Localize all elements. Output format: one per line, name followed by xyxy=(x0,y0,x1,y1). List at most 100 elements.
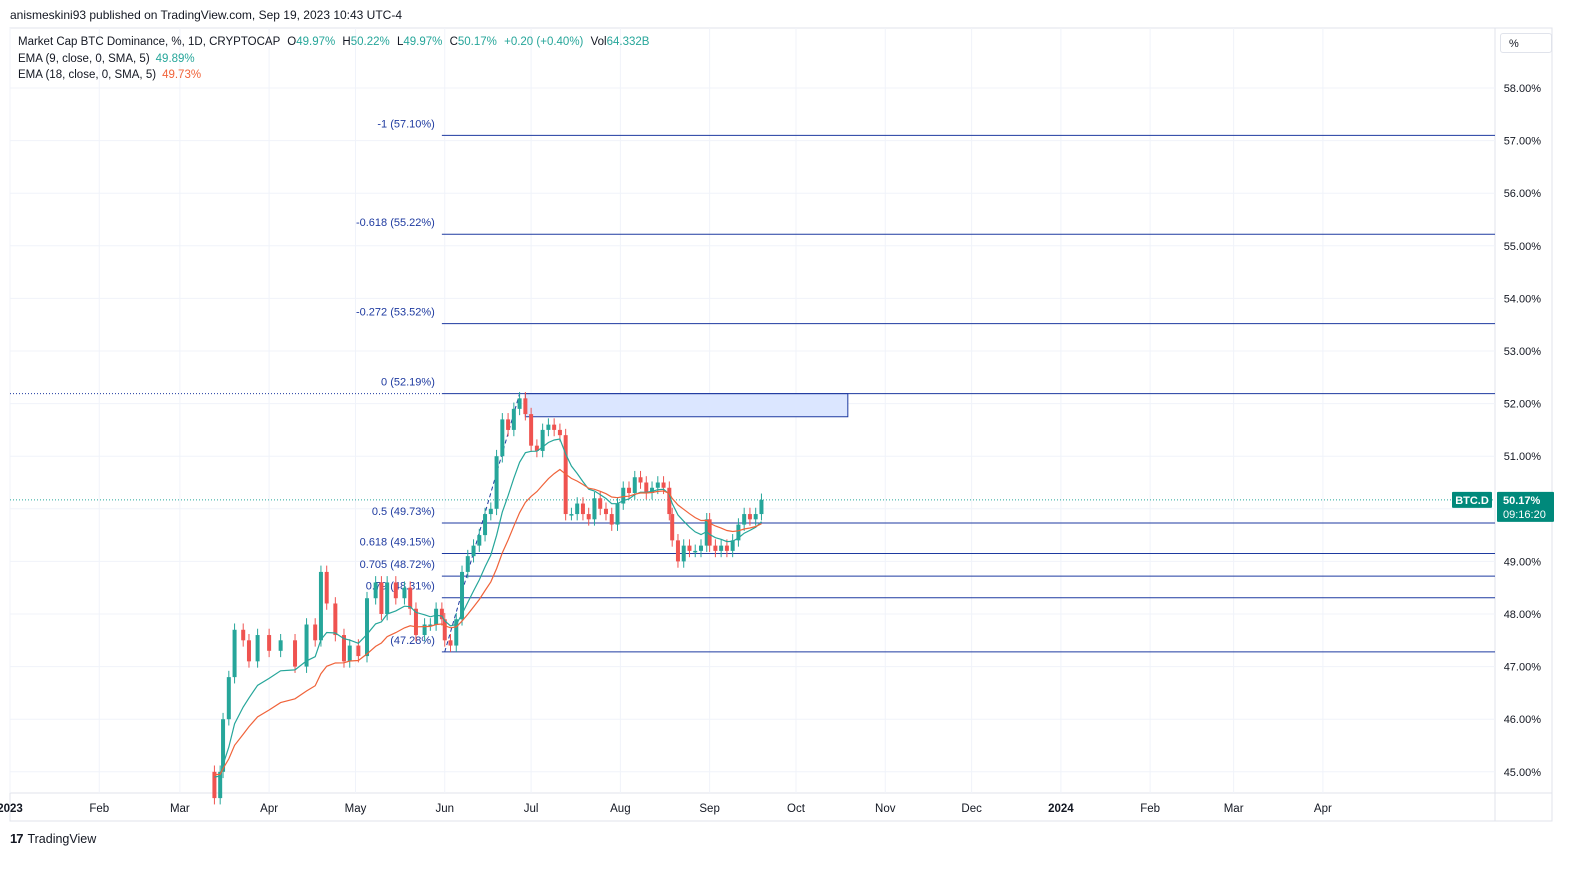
x-tick-label: Dec xyxy=(961,803,982,815)
x-tick-label: May xyxy=(345,803,367,815)
candle-down xyxy=(506,419,511,430)
candle-down xyxy=(687,545,692,551)
published-line: anismeskini93 published on TradingView.c… xyxy=(10,8,403,22)
candle-up xyxy=(347,645,352,662)
candle-down xyxy=(534,445,539,451)
x-tick-label: 2024 xyxy=(1048,803,1074,815)
chart-grid xyxy=(9,27,1553,822)
candle-down xyxy=(408,587,413,609)
candle-up xyxy=(471,545,476,557)
candle-down xyxy=(724,545,729,551)
percent-scale-button[interactable]: % xyxy=(1500,33,1552,53)
candle-up xyxy=(402,587,407,599)
x-tick-label: Mar xyxy=(170,803,190,815)
y-tick-label: 47.00% xyxy=(1504,662,1542,674)
candle-up xyxy=(621,487,626,504)
y-tick-label: 45.00% xyxy=(1504,767,1542,779)
candle-down xyxy=(707,519,712,546)
price-tag[interactable]: BTC.D 50.17% 09:16:20 xyxy=(1452,491,1554,522)
candle-down xyxy=(557,429,562,436)
candle-down xyxy=(333,603,338,636)
candle-up xyxy=(759,499,764,515)
y-tick-label: 58.00% xyxy=(1504,83,1542,95)
candle-up xyxy=(304,624,309,667)
candle-up xyxy=(511,408,516,430)
legend-ema18-row[interactable]: EMA (18, close, 0, SMA, 5) 49.73% xyxy=(18,67,649,84)
candle-down xyxy=(529,414,534,446)
candle-down xyxy=(627,487,632,494)
x-tick-label: 2023 xyxy=(0,803,23,815)
last-price-value: 50.17% xyxy=(1503,495,1541,507)
fib-level-label: 0 (52.19%) xyxy=(381,377,435,389)
y-tick-label: 46.00% xyxy=(1504,714,1542,726)
candle-up xyxy=(546,424,551,430)
candle-down xyxy=(356,645,361,657)
candle-up xyxy=(278,640,283,651)
y-tick-label: 54.00% xyxy=(1504,293,1542,305)
candle-down xyxy=(379,582,384,614)
symbol-tag-bg xyxy=(1452,491,1492,508)
candle-down xyxy=(598,498,603,509)
candle-up xyxy=(730,540,735,551)
vol-label: Vol xyxy=(590,36,607,48)
candle-down xyxy=(324,571,329,604)
candle-down xyxy=(313,624,318,641)
candle-up xyxy=(365,598,370,657)
candle-down xyxy=(341,635,346,662)
x-tick-label: Nov xyxy=(875,803,896,815)
ema-18-line xyxy=(214,468,762,776)
candle-up xyxy=(681,545,686,562)
legend-ema9-row[interactable]: EMA (9, close, 0, SMA, 5) 49.89% xyxy=(18,51,649,68)
last-price-tag-bg xyxy=(1497,491,1554,522)
candle-up xyxy=(226,677,231,720)
high-value: 50.22% xyxy=(350,36,390,48)
y-tick-label: 55.00% xyxy=(1504,241,1542,253)
y-tick-label: 57.00% xyxy=(1504,136,1542,148)
candle-down xyxy=(241,629,246,641)
candle-up xyxy=(385,582,390,614)
candle-down xyxy=(413,608,418,636)
candle-down xyxy=(442,619,447,641)
candle-down xyxy=(552,424,557,430)
legend-symbol-row[interactable]: Market Cap BTC Dominance, %, 1D, CRYPTOC… xyxy=(18,34,649,51)
candle-up xyxy=(650,487,655,494)
candle-up xyxy=(218,771,223,799)
candle-down xyxy=(670,514,675,541)
fib-level-label: 0.618 (49.15%) xyxy=(360,537,435,549)
candle-down xyxy=(267,635,272,651)
low-value: 49.97% xyxy=(403,36,443,48)
countdown-value: 09:16:20 xyxy=(1503,509,1546,521)
close-label: C xyxy=(449,36,458,48)
open-label: O xyxy=(287,36,297,48)
candle-up xyxy=(221,719,226,772)
x-tick-label: Apr xyxy=(1314,803,1332,815)
candle-up xyxy=(592,498,597,520)
candle-down xyxy=(586,514,591,520)
candle-down xyxy=(580,503,585,515)
x-tick-label: Feb xyxy=(89,803,109,815)
candle-down xyxy=(667,487,672,515)
candle-up xyxy=(454,619,459,646)
y-tick-label: 51.00% xyxy=(1504,451,1542,463)
candle-up xyxy=(477,535,482,546)
open-value: 49.97% xyxy=(296,36,336,48)
candle-up xyxy=(494,456,499,509)
candle-up xyxy=(540,429,545,451)
x-tick-label: Sep xyxy=(699,803,719,815)
candle-down xyxy=(439,608,444,620)
candle-up xyxy=(488,508,493,515)
candle-up xyxy=(753,514,758,520)
axes-layer: 58.00% 57.00% 56.00% 55.00% 54.00% 53.00% 52.0… xyxy=(0,83,1554,815)
candle-up xyxy=(434,608,439,625)
candle-down xyxy=(393,582,398,599)
ema-lines-layer xyxy=(214,438,762,778)
x-tick-label: Apr xyxy=(260,803,278,815)
footer-brand[interactable]: 17 TradingView xyxy=(10,831,96,846)
y-tick-label: 49.00% xyxy=(1504,556,1542,568)
candle-up xyxy=(373,582,378,599)
x-tick-label: Feb xyxy=(1140,803,1160,815)
chart-frame xyxy=(9,27,1553,822)
ema9-label: EMA (9, close, 0, SMA, 5) xyxy=(18,52,150,65)
candle-down xyxy=(638,477,643,483)
